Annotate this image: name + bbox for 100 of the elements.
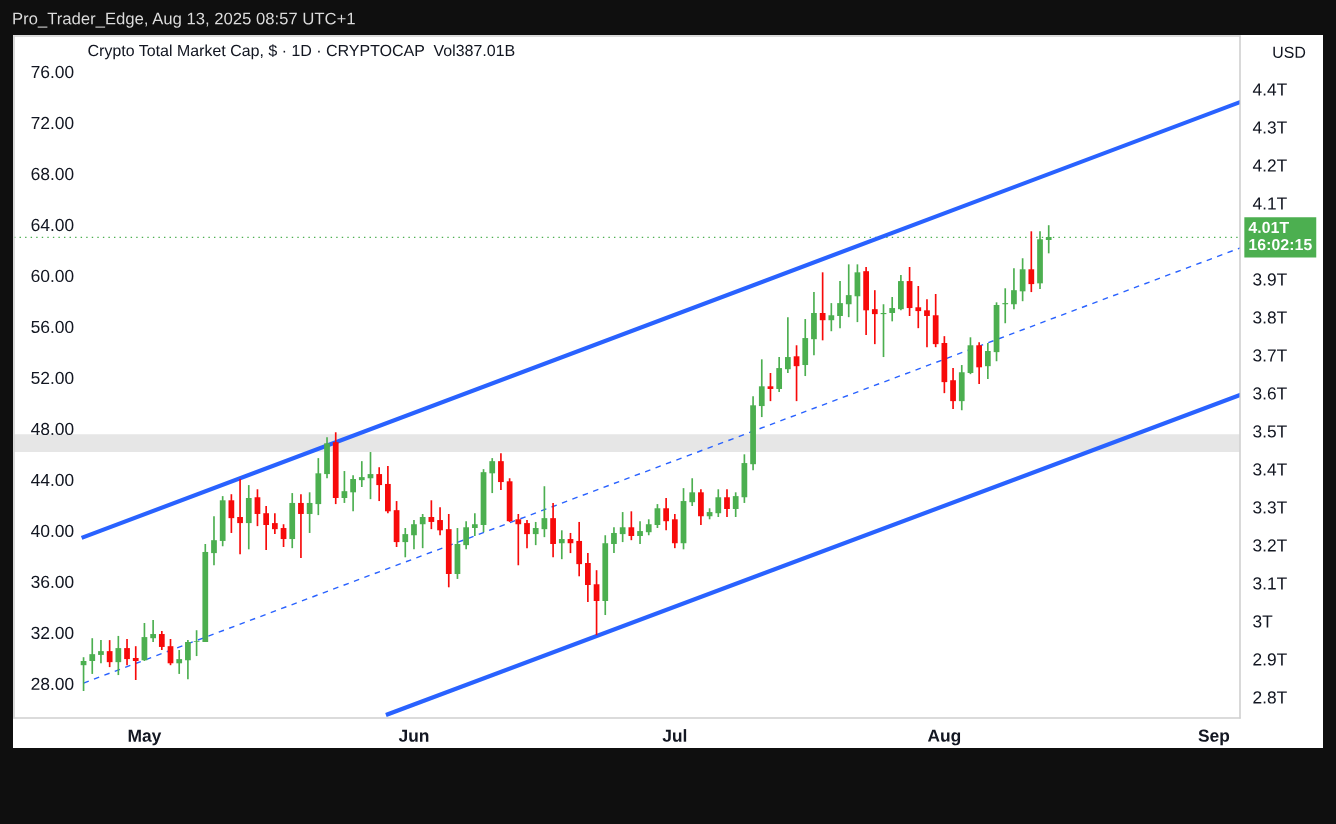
candlestick (237, 478, 243, 556)
candlestick (489, 457, 496, 494)
y2-tick-label: 32.00 (31, 626, 74, 640)
y2-tick-label: 56.00 (31, 320, 74, 334)
y2-tick-label: 48.00 (31, 422, 74, 436)
candlestick (263, 505, 270, 551)
candlestick (671, 513, 678, 549)
candlestick (758, 358, 765, 418)
y2-tick-label: 36.00 (31, 575, 74, 589)
candlestick (411, 519, 417, 551)
candlestick (358, 460, 365, 488)
x-tick-label: May (128, 729, 162, 746)
candlestick (98, 639, 104, 665)
candlestick (558, 529, 565, 561)
y2-tick-label: 44.00 (31, 473, 74, 487)
candlestick (784, 316, 791, 374)
candlestick (845, 263, 852, 318)
y-tick-label: 3.8T (1253, 311, 1287, 324)
text: 16:02:15 (1249, 238, 1312, 251)
candlestick (637, 520, 643, 545)
candlestick (471, 512, 478, 537)
x-tick-label: Jul (662, 729, 687, 742)
candlestick (341, 470, 348, 504)
x-tick-label: Sep (1198, 729, 1230, 746)
candlestick (524, 519, 530, 549)
candlestick (724, 488, 730, 518)
candlestick (924, 298, 930, 349)
y-tick-label: 3.9T (1253, 273, 1287, 286)
candlestick (158, 630, 165, 651)
y-tick-label: 3.1T (1253, 577, 1287, 590)
candlestick (402, 527, 409, 559)
candlestick (915, 285, 922, 330)
candlestick (689, 477, 696, 507)
candlestick (132, 645, 139, 681)
candlestick (150, 619, 156, 643)
y2-tick-label: 40.00 (31, 524, 74, 538)
candlestick (698, 488, 704, 526)
candlestick (828, 302, 835, 333)
candlestick (419, 513, 426, 549)
candlestick (437, 506, 443, 537)
candlestick (715, 488, 722, 518)
candlestick (211, 515, 217, 567)
candlestick (950, 367, 956, 410)
candlestick (837, 280, 843, 330)
y-tick-label: 3.5T (1253, 425, 1287, 438)
x-tick-label: Jun (398, 729, 429, 742)
candlestick (306, 491, 313, 534)
y-tick-label: 4.2T (1252, 159, 1287, 172)
ref-line-label: 4.01T (1248, 221, 1290, 234)
y2-tick-label: 28.00 (31, 677, 74, 691)
candlestick (976, 341, 983, 385)
candlestick (532, 521, 539, 546)
candlestick (776, 356, 783, 393)
x-tick-label: Aug (927, 729, 961, 746)
text: Pro_Trader_Edge, Aug 13, 2025 08:57 UTC+1 (13, 12, 355, 28)
candlestick (515, 513, 522, 567)
y2-tick-label: 72.00 (31, 116, 74, 130)
candlestick (619, 511, 626, 543)
candlestick (871, 289, 878, 345)
y-axis-title: USD (1273, 46, 1306, 58)
candlestick (193, 629, 200, 657)
y-tick-label: 3.4T (1253, 463, 1287, 476)
y-tick-label: 3.2T (1253, 539, 1287, 552)
y2-tick-label: 64.00 (31, 218, 74, 232)
y-tick-label: 3.6T (1253, 387, 1287, 400)
candlestick (428, 499, 435, 531)
candlestick (628, 510, 635, 542)
candlestick (611, 526, 617, 554)
candlestick (732, 491, 739, 518)
candlestick (984, 342, 991, 380)
y2-tick-label: 68.00 (31, 167, 74, 181)
candlestick (819, 271, 826, 342)
candlestick (767, 372, 774, 402)
y-tick-label: 2.8T (1253, 691, 1287, 704)
candlestick (576, 521, 583, 578)
candlestick (889, 296, 896, 323)
candlestick (585, 552, 591, 603)
candlestick (1028, 230, 1035, 293)
candlestick (115, 635, 122, 676)
candlestick (298, 493, 304, 559)
y-tick-label: 3.7T (1253, 349, 1287, 362)
candlestick (663, 497, 669, 532)
y-tick-label: 4.3T (1252, 121, 1287, 134)
y-tick-label: 3.3T (1253, 501, 1287, 514)
candlestick (89, 637, 96, 675)
y2-tick-label: 60.00 (31, 269, 74, 283)
candlestick (106, 639, 113, 668)
candlestick (176, 649, 183, 675)
candlestick (498, 452, 504, 491)
candlestick (124, 638, 130, 667)
candlestick (271, 512, 278, 535)
y-tick-label: 4.4T (1252, 83, 1287, 96)
y2-tick-label: 52.00 (31, 371, 74, 385)
candlestick (1011, 267, 1017, 311)
candlestick (376, 466, 383, 502)
candlestick (350, 474, 356, 513)
y-tick-label: 4.1T (1252, 197, 1287, 210)
y-tick-label: 2.9T (1253, 653, 1287, 666)
y2-tick-label: 76.00 (31, 65, 74, 79)
chart-title: Crypto Total Market Cap, $ · 1D · CRYPTOCAP Vol387.01B (88, 44, 515, 60)
